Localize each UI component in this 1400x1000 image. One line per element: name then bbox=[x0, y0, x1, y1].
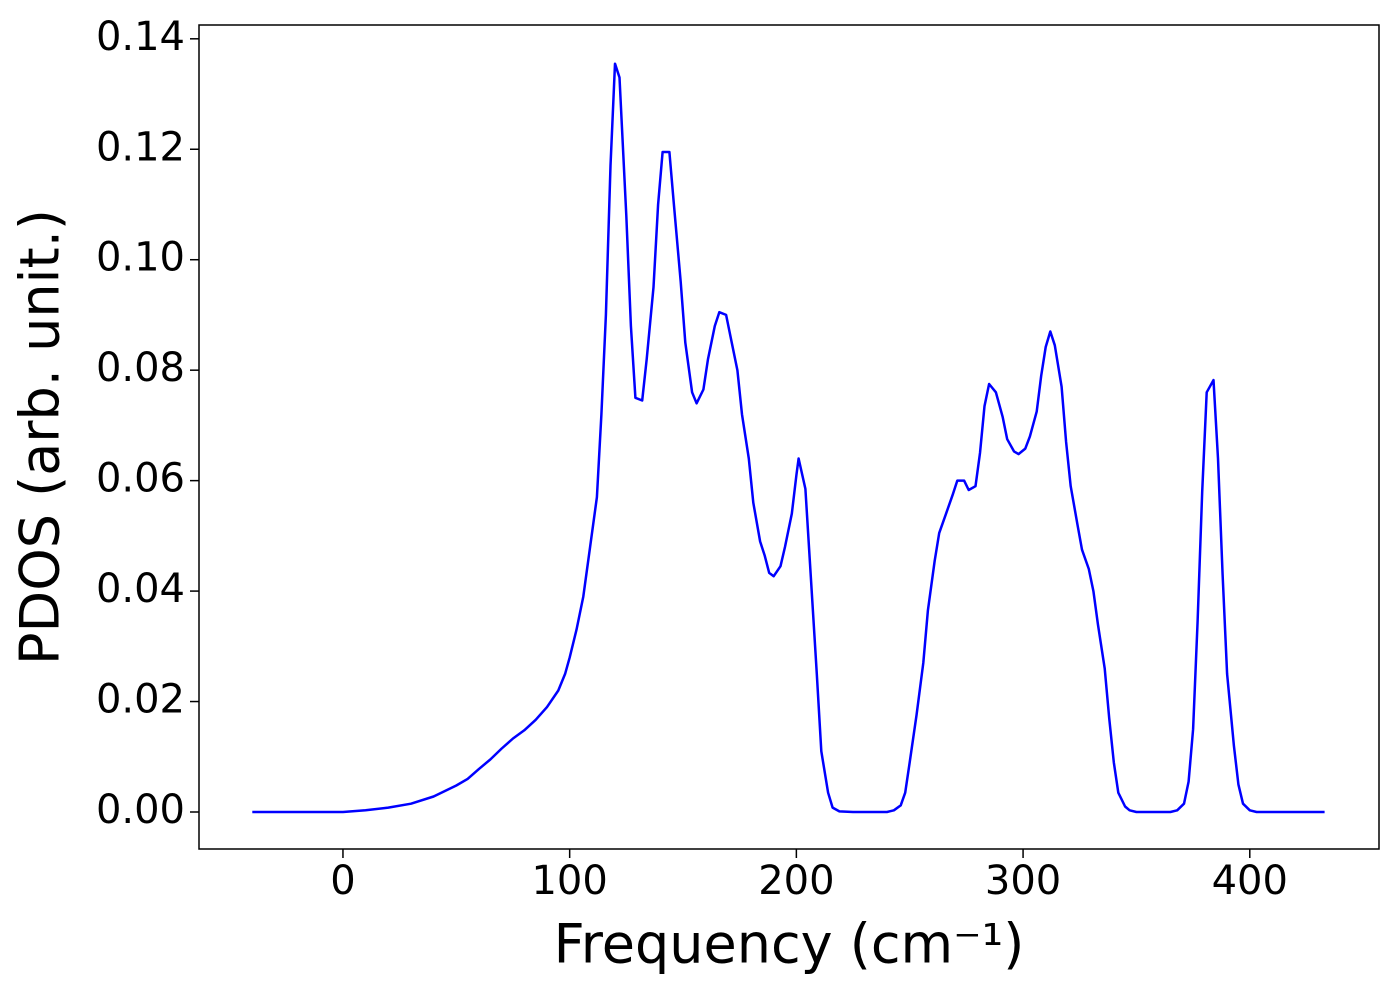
y-tick-label: 0.04 bbox=[96, 566, 185, 612]
plot-frame bbox=[198, 24, 1380, 850]
data-line bbox=[252, 62, 1325, 814]
y-tick-label: 0.06 bbox=[96, 456, 185, 502]
y-tick-label: 0.02 bbox=[96, 677, 185, 723]
y-tick-label: 0.14 bbox=[96, 14, 185, 60]
y-axis-label: PDOS (arb. unit.) bbox=[9, 209, 72, 665]
x-tick-label: 0 bbox=[330, 858, 355, 904]
y-tick-label: 0.10 bbox=[96, 235, 185, 281]
y-tick-label: 0.00 bbox=[96, 787, 185, 833]
x-tick-label: 300 bbox=[985, 858, 1061, 904]
x-tick-label: 100 bbox=[531, 858, 607, 904]
x-tick-label: 200 bbox=[758, 858, 834, 904]
x-tick-label: 400 bbox=[1212, 858, 1288, 904]
x-axis-label: Frequency (cm⁻¹) bbox=[554, 913, 1025, 976]
y-tick-label: 0.12 bbox=[96, 124, 185, 170]
y-tick-label: 0.08 bbox=[96, 345, 185, 391]
